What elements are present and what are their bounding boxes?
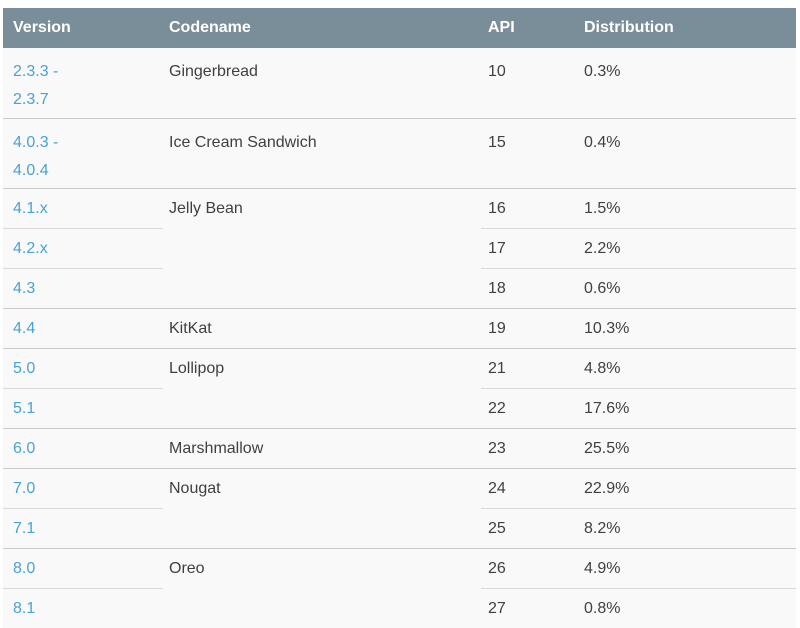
table-row: 6.0 Marshmallow 23 25.5%	[3, 427, 796, 468]
codename-cell: Oreo	[163, 547, 481, 628]
api-cell: 24	[481, 467, 577, 508]
api-cell: 23	[481, 427, 577, 468]
distribution-cell: 2.2%	[577, 227, 796, 268]
table-row: 8.0 Oreo 26 4.9%	[3, 547, 796, 628]
version-link[interactable]: 8.0	[13, 559, 36, 577]
distribution-cell: 4.8%	[577, 347, 796, 388]
version-cell: 4.0.3 - 4.0.4	[3, 117, 163, 188]
version-link[interactable]: 4.3	[13, 279, 36, 297]
distribution-cell: 4.9%	[577, 547, 796, 588]
codename-cell: Gingerbread	[169, 63, 258, 80]
table-row: 8.1 27 0.8%	[3, 587, 796, 628]
distribution-cell: 17.6%	[577, 387, 796, 428]
distribution-cell: 0.8%	[577, 587, 796, 628]
table-header: Version Codename API Distribution	[3, 8, 796, 48]
version-cell: 2.3.3 - 2.3.7	[3, 48, 163, 118]
api-cell: 22	[481, 387, 577, 428]
distribution-cell: 0.4%	[577, 117, 796, 188]
version-link[interactable]: 7.1	[13, 519, 36, 537]
table-row: 5.0 Lollipop 21 4.8%	[3, 347, 796, 428]
table-row: 7.1 25 8.2%	[3, 507, 796, 548]
version-cell: 4.1.x	[3, 187, 163, 228]
api-cell: 15	[481, 117, 577, 188]
version-cell: 7.1	[3, 507, 163, 548]
distribution-cell: 1.5%	[577, 187, 796, 228]
codename-cell: Nougat	[163, 467, 481, 548]
android-version-distribution-table: Version Codename API Distribution 2.3.3 …	[3, 8, 796, 628]
version-link[interactable]: 4.0.3 - 4.0.4	[13, 133, 59, 179]
api-cell: 16	[481, 187, 577, 228]
distribution-cell: 22.9%	[577, 467, 796, 508]
version-cell: 5.1	[3, 387, 163, 428]
column-header-codename: Codename	[163, 8, 481, 48]
api-cell: 26	[481, 547, 577, 588]
version-cell: 4.4	[3, 307, 163, 348]
distribution-cell: 25.5%	[577, 427, 796, 468]
codename-cell: Jelly Bean	[163, 187, 481, 308]
table-row: 2.3.3 - 2.3.7 Gingerbread 10 0.3%	[3, 48, 796, 118]
table-row: 4.2.x 17 2.2%	[3, 227, 796, 268]
column-header-version: Version	[3, 8, 163, 48]
table-row: 4.4 KitKat 19 10.3%	[3, 307, 796, 348]
version-cell: 4.3	[3, 267, 163, 308]
version-cell: 8.1	[3, 587, 163, 628]
version-link[interactable]: 5.0	[13, 359, 36, 377]
version-cell: 8.0	[3, 547, 163, 588]
table-row: 7.0 Nougat 24 22.9%	[3, 467, 796, 548]
api-cell: 25	[481, 507, 577, 548]
distribution-cell: 0.3%	[584, 63, 621, 80]
table-row: 5.1 22 17.6%	[3, 387, 796, 428]
api-cell: 27	[481, 587, 577, 628]
version-link[interactable]: 6.0	[13, 439, 36, 457]
api-cell: 21	[481, 347, 577, 388]
version-link[interactable]: 7.0	[13, 479, 36, 497]
version-link[interactable]: 8.1	[13, 599, 36, 617]
api-cell: 17	[481, 227, 577, 268]
codename-cell: KitKat	[163, 307, 481, 348]
codename-cell: Ice Cream Sandwich	[163, 117, 481, 188]
api-cell: 18	[481, 267, 577, 308]
version-cell: 5.0	[3, 347, 163, 388]
version-link[interactable]: 4.2.x	[13, 239, 48, 257]
column-header-api: API	[481, 8, 577, 48]
version-link[interactable]: 4.4	[13, 319, 36, 337]
version-link[interactable]: 2.3.3 - 2.3.7	[13, 63, 59, 108]
column-header-distribution: Distribution	[577, 8, 796, 48]
version-link[interactable]: 4.1.x	[13, 199, 48, 217]
table-row: 4.0.3 - 4.0.4 Ice Cream Sandwich 15 0.4%	[3, 117, 796, 188]
codename-cell: Marshmallow	[163, 427, 481, 468]
api-cell: 19	[481, 307, 577, 348]
table-row: 4.1.x Jelly Bean 16 1.5%	[3, 187, 796, 308]
version-cell: 4.2.x	[3, 227, 163, 268]
distribution-cell: 10.3%	[577, 307, 796, 348]
api-cell: 10	[488, 63, 506, 80]
distribution-cell: 8.2%	[577, 507, 796, 548]
codename-cell: Lollipop	[163, 347, 481, 428]
table-row: 4.3 18 0.6%	[3, 267, 796, 308]
distribution-cell: 0.6%	[577, 267, 796, 308]
version-link[interactable]: 5.1	[13, 399, 36, 417]
header-row: Version Codename API Distribution	[3, 8, 796, 48]
version-cell: 7.0	[3, 467, 163, 508]
version-cell: 6.0	[3, 427, 163, 468]
